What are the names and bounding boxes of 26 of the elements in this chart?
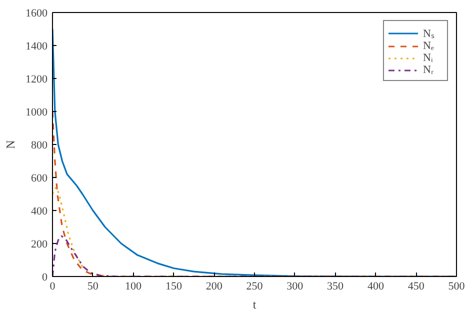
y-tick-label: 1400: [26, 40, 48, 52]
x-tick-label: 250: [246, 280, 264, 292]
y-tick-label: 1200: [26, 74, 48, 86]
x-tick-label: 0: [50, 280, 56, 292]
y-axis-title: N: [4, 140, 18, 149]
y-tick-label: 1000: [26, 106, 48, 118]
x-tick-label: 350: [327, 280, 344, 292]
x-tick-label: 50: [87, 280, 99, 292]
x-tick-label: 500: [448, 280, 466, 292]
y-tick-label: 1600: [26, 8, 48, 20]
legend-label: Nᵣ: [423, 64, 434, 76]
y-tick-label: 800: [31, 140, 48, 152]
x-tick-label: 450: [408, 280, 425, 292]
x-axis-title: t: [252, 298, 257, 312]
x-tick-label: 150: [165, 280, 182, 292]
x-tick-label: 100: [125, 280, 142, 292]
legend-label: Nₑ: [423, 40, 435, 52]
y-tick-label: 400: [31, 206, 48, 218]
x-tick-label: 300: [286, 280, 304, 292]
legend-label: Nₛ: [423, 27, 435, 40]
y-tick-label: 0: [42, 272, 48, 284]
legend-label: Nᵢ: [423, 52, 434, 64]
x-tick-label: 400: [367, 280, 384, 292]
x-tick-label: 200: [206, 280, 223, 292]
y-tick-label: 200: [31, 238, 48, 250]
y-tick-label: 600: [31, 172, 48, 184]
